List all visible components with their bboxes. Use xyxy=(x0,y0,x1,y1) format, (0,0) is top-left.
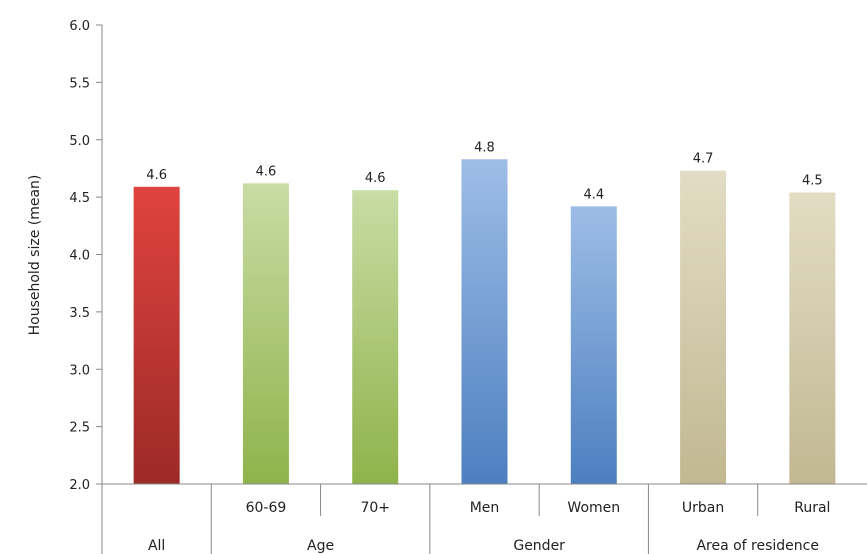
group-label: Gender xyxy=(513,538,565,554)
y-axis: 2.0 2.5 3.0 3.5 4.0 4.5 5.0 5.5 6.0 xyxy=(69,19,103,554)
data-label: 4.6 xyxy=(365,171,386,186)
bar-men xyxy=(461,159,508,484)
bar-70- xyxy=(352,190,399,485)
group-label: Area of residence xyxy=(696,538,819,554)
y-tick-label: 3.5 xyxy=(69,306,90,321)
data-label: 4.6 xyxy=(146,168,167,183)
group-label: Age xyxy=(307,538,334,554)
bar-60-69 xyxy=(242,183,289,485)
bar-women xyxy=(570,206,617,484)
data-label: 4.8 xyxy=(474,140,495,155)
category-label: 60-69 xyxy=(246,500,287,516)
bar-rural xyxy=(789,192,836,484)
category-label: Women xyxy=(567,500,620,516)
y-tick-label: 5.0 xyxy=(69,134,90,149)
y-tick-label: 5.5 xyxy=(69,76,90,91)
y-tick-label: 4.0 xyxy=(69,249,90,264)
bars xyxy=(133,159,836,485)
y-tick-label: 2.0 xyxy=(69,478,90,493)
data-labels: 4.6 4.6 4.6 4.8 4.4 4.7 4.5 xyxy=(146,140,822,202)
category-label: 70+ xyxy=(360,500,390,516)
bar-all xyxy=(133,186,180,485)
data-label: 4.4 xyxy=(583,187,604,202)
y-tick-label: 6.0 xyxy=(69,19,90,34)
y-tick-label: 2.5 xyxy=(69,421,90,436)
category-label: Men xyxy=(470,500,500,516)
y-tick-label: 4.5 xyxy=(69,191,90,206)
data-label: 4.5 xyxy=(802,174,823,189)
group-label: All xyxy=(148,538,165,554)
category-label: Rural xyxy=(794,500,830,516)
x-axis: All 60-69 70+ Age Men Women Gender Urban Rural Ar… xyxy=(102,483,867,554)
y-axis-title: Household size (mean) xyxy=(27,175,43,336)
bar-urban xyxy=(680,170,727,485)
data-label: 4.6 xyxy=(256,164,277,179)
category-label: Urban xyxy=(682,500,724,516)
y-tick-label: 3.0 xyxy=(69,363,90,378)
data-label: 4.7 xyxy=(693,152,714,167)
